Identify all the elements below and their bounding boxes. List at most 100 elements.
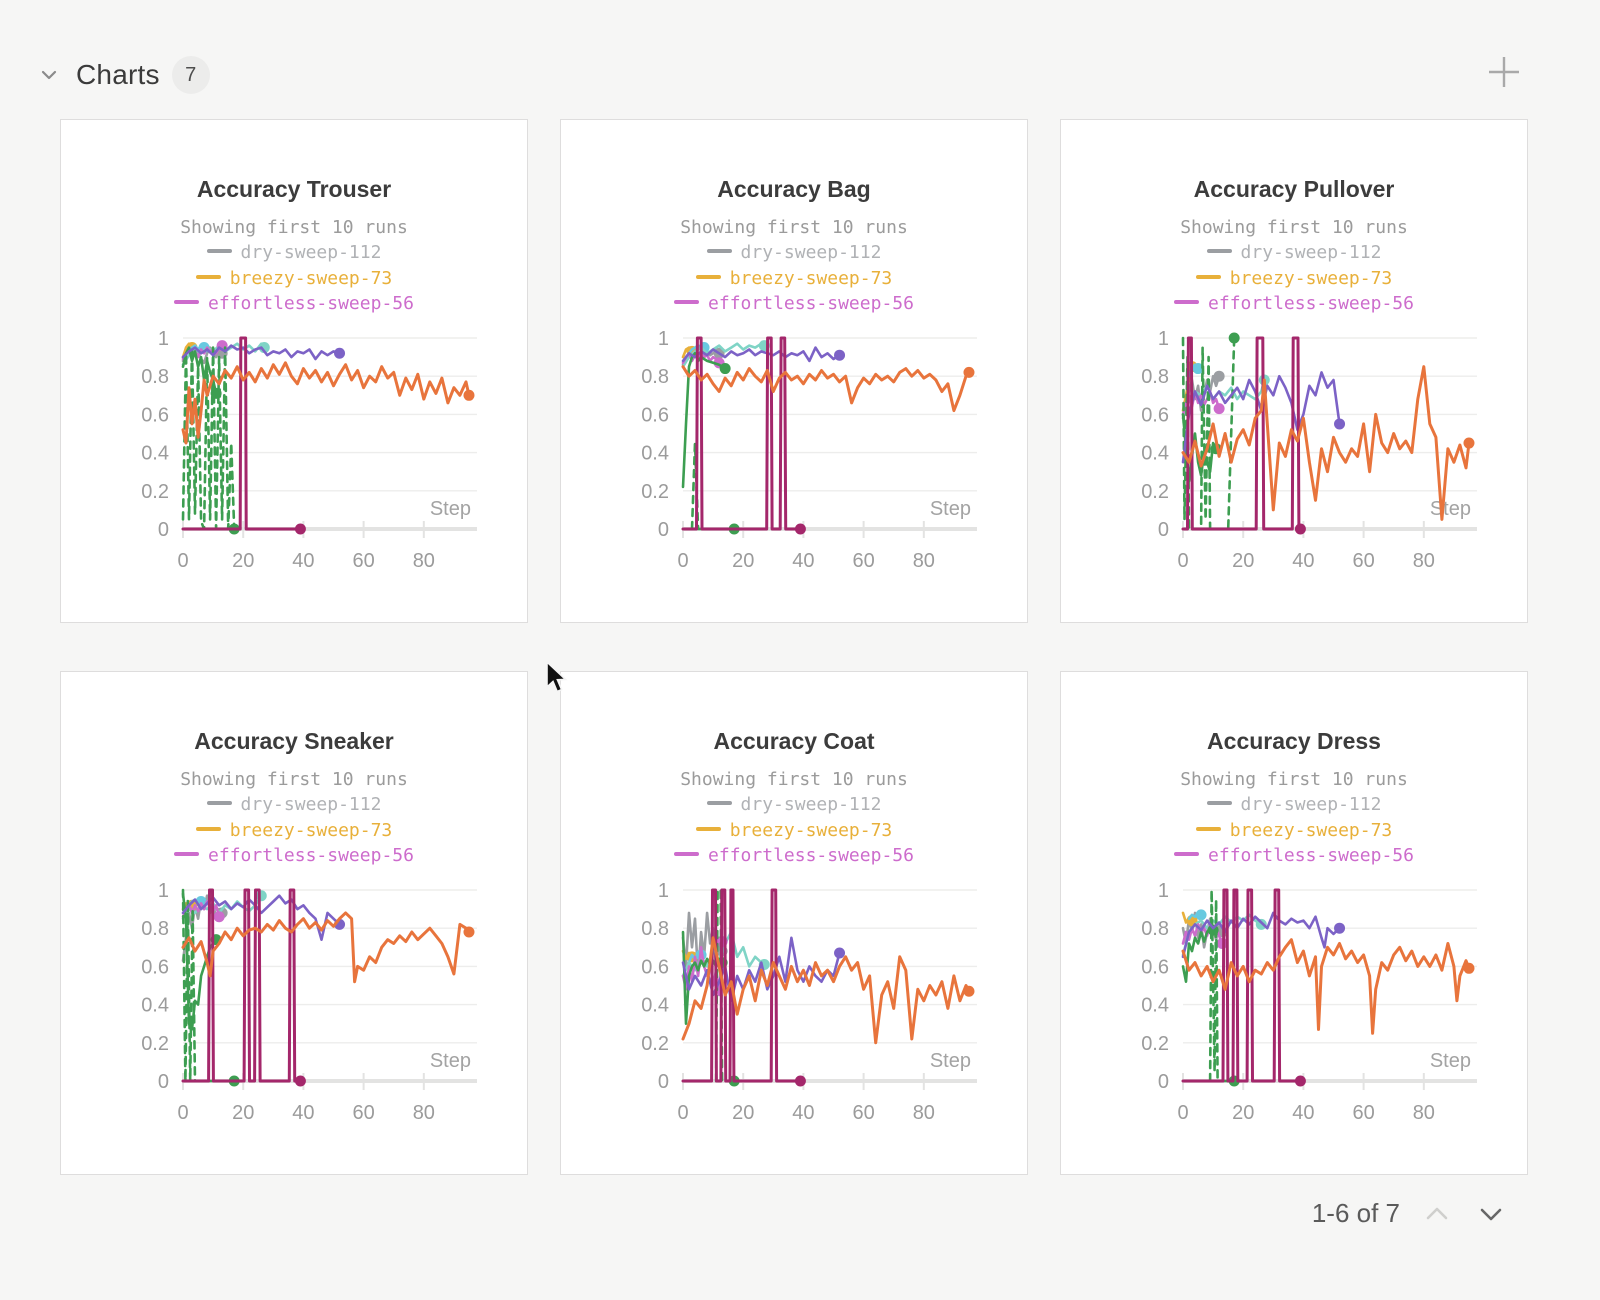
pagination: 1-6 of 7 xyxy=(1312,1198,1508,1229)
charts-grid: Accuracy Trouser Showing first 10 runs d… xyxy=(60,119,1528,1175)
svg-text:80: 80 xyxy=(913,1102,935,1124)
charts-section-header: Charts 7 xyxy=(34,56,210,94)
svg-text:0.8: 0.8 xyxy=(1141,918,1169,940)
chart-plot[interactable]: 0 0.2 0.4 0.6 0.8 1 0 20 40 60 80 Step xyxy=(561,877,1027,1129)
svg-text:40: 40 xyxy=(792,550,814,572)
legend-dash-icon xyxy=(195,274,221,279)
svg-text:80: 80 xyxy=(1413,550,1435,572)
svg-text:0: 0 xyxy=(177,1102,188,1124)
svg-text:60: 60 xyxy=(1352,550,1374,572)
pagination-down-button[interactable] xyxy=(1474,1201,1508,1227)
svg-text:20: 20 xyxy=(732,1102,754,1124)
legend-dash-icon xyxy=(1174,852,1200,856)
chart-plot[interactable]: 0 0.2 0.4 0.6 0.8 1 0 20 40 60 80 Step xyxy=(561,325,1027,577)
legend-run-effortless-sweep-56: effortless-sweep-56 xyxy=(561,843,1027,869)
svg-text:Step: Step xyxy=(930,1050,971,1072)
svg-text:Step: Step xyxy=(1430,498,1471,520)
chart-card[interactable]: Accuracy Dress Showing first 10 runs dry… xyxy=(1060,671,1528,1175)
legend-dash-icon xyxy=(1206,249,1232,253)
legend-dash-icon xyxy=(706,249,732,253)
legend-run-dry-sweep-112: dry-sweep-112 xyxy=(561,240,1027,266)
svg-text:0.4: 0.4 xyxy=(1141,994,1169,1016)
svg-text:0: 0 xyxy=(158,519,169,541)
svg-text:0.6: 0.6 xyxy=(141,404,169,426)
svg-text:0.6: 0.6 xyxy=(641,956,669,978)
svg-text:20: 20 xyxy=(1232,550,1254,572)
svg-text:0.4: 0.4 xyxy=(141,994,169,1016)
svg-text:0: 0 xyxy=(677,1102,688,1124)
svg-text:0: 0 xyxy=(1177,1102,1188,1124)
svg-text:Step: Step xyxy=(1430,1050,1471,1072)
chart-plot[interactable]: 0 0.2 0.4 0.6 0.8 1 0 20 40 60 80 Step xyxy=(1061,325,1527,577)
add-panel-button[interactable] xyxy=(1482,50,1526,94)
svg-text:0.2: 0.2 xyxy=(641,1032,669,1054)
chart-plot[interactable]: 0 0.2 0.4 0.6 0.8 1 0 20 40 60 80 Step xyxy=(61,877,527,1129)
legend-run-breezy-sweep-73: breezy-sweep-73 xyxy=(561,266,1027,292)
legend-run-dry-sweep-112: dry-sweep-112 xyxy=(61,792,527,818)
svg-text:0.8: 0.8 xyxy=(1141,366,1169,388)
svg-text:60: 60 xyxy=(1352,1102,1374,1124)
chart-title: Accuracy Trouser xyxy=(196,176,392,202)
legend-dash-icon xyxy=(174,300,200,304)
svg-text:0.4: 0.4 xyxy=(1141,442,1169,464)
svg-text:0: 0 xyxy=(1158,1071,1169,1093)
section-title: Charts xyxy=(76,59,160,90)
chart-subtitle: Showing first 10 runs xyxy=(680,769,908,790)
chart-legend: dry-sweep-112 breezy-sweep-73 effortless-s… xyxy=(561,240,1027,317)
svg-text:40: 40 xyxy=(1292,1102,1314,1124)
svg-text:1: 1 xyxy=(158,328,169,350)
legend-run-effortless-sweep-56: effortless-sweep-56 xyxy=(61,843,527,869)
svg-text:0.2: 0.2 xyxy=(1141,480,1169,502)
svg-text:0.2: 0.2 xyxy=(641,480,669,502)
chart-legend: dry-sweep-112 breezy-sweep-73 effortless-s… xyxy=(1061,792,1527,869)
svg-text:0.4: 0.4 xyxy=(641,442,669,464)
chart-card[interactable]: Accuracy Bag Showing first 10 runs dry-s… xyxy=(560,119,1028,623)
legend-run-dry-sweep-112: dry-sweep-112 xyxy=(61,240,527,266)
svg-text:0.6: 0.6 xyxy=(141,956,169,978)
legend-dash-icon xyxy=(174,852,200,856)
chart-legend: dry-sweep-112 breezy-sweep-73 effortless-s… xyxy=(61,792,527,869)
legend-run-effortless-sweep-56: effortless-sweep-56 xyxy=(1061,291,1527,317)
svg-text:20: 20 xyxy=(232,1102,254,1124)
svg-text:0.8: 0.8 xyxy=(141,366,169,388)
chart-legend: dry-sweep-112 breezy-sweep-73 effortless-s… xyxy=(1061,240,1527,317)
svg-text:0.2: 0.2 xyxy=(141,480,169,502)
svg-text:0: 0 xyxy=(1158,519,1169,541)
svg-text:60: 60 xyxy=(352,1102,374,1124)
chart-plot[interactable]: 0 0.2 0.4 0.6 0.8 1 0 20 40 60 80 Step xyxy=(1061,877,1527,1129)
svg-text:60: 60 xyxy=(852,1102,874,1124)
chart-plot[interactable]: 0 0.2 0.4 0.6 0.8 1 0 20 40 60 80 Step xyxy=(61,325,527,577)
svg-text:80: 80 xyxy=(1413,1102,1435,1124)
chart-legend: dry-sweep-112 breezy-sweep-73 effortless-s… xyxy=(561,792,1027,869)
chart-subtitle: Showing first 10 runs xyxy=(180,217,408,238)
svg-text:0.6: 0.6 xyxy=(641,404,669,426)
chart-card[interactable]: Accuracy Trouser Showing first 10 runs d… xyxy=(60,119,528,623)
legend-dash-icon xyxy=(706,801,732,805)
pagination-up-button[interactable] xyxy=(1420,1201,1454,1227)
legend-run-effortless-sweep-56: effortless-sweep-56 xyxy=(561,291,1027,317)
legend-run-breezy-sweep-73: breezy-sweep-73 xyxy=(561,818,1027,844)
svg-text:40: 40 xyxy=(792,1102,814,1124)
svg-text:0.2: 0.2 xyxy=(1141,1032,1169,1054)
legend-run-dry-sweep-112: dry-sweep-112 xyxy=(561,792,1027,818)
svg-text:0.2: 0.2 xyxy=(141,1032,169,1054)
collapse-chevron-icon[interactable] xyxy=(34,60,64,90)
legend-run-breezy-sweep-73: breezy-sweep-73 xyxy=(1061,266,1527,292)
svg-text:0.4: 0.4 xyxy=(141,442,169,464)
chart-title: Accuracy Dress xyxy=(1207,728,1381,754)
svg-text:0: 0 xyxy=(677,550,688,572)
legend-dash-icon xyxy=(674,300,700,304)
svg-text:1: 1 xyxy=(158,880,169,902)
svg-text:40: 40 xyxy=(292,550,314,572)
svg-text:1: 1 xyxy=(1158,880,1169,902)
svg-text:80: 80 xyxy=(413,1102,435,1124)
svg-text:20: 20 xyxy=(232,550,254,572)
legend-run-dry-sweep-112: dry-sweep-112 xyxy=(1061,240,1527,266)
legend-dash-icon xyxy=(1174,300,1200,304)
svg-text:40: 40 xyxy=(292,1102,314,1124)
chart-card[interactable]: Accuracy Coat Showing first 10 runs dry-… xyxy=(560,671,1028,1175)
svg-text:Step: Step xyxy=(430,1050,471,1072)
chart-card[interactable]: Accuracy Pullover Showing first 10 runs … xyxy=(1060,119,1528,623)
svg-text:0: 0 xyxy=(658,1071,669,1093)
chart-card[interactable]: Accuracy Sneaker Showing first 10 runs d… xyxy=(60,671,528,1175)
